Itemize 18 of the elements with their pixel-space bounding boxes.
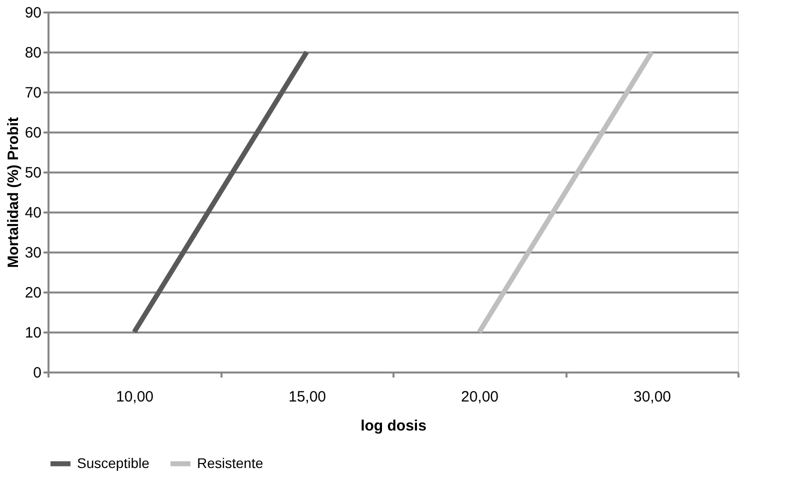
x-tick-label: 10,00 [116,388,154,406]
y-tick-label: 0 [33,364,42,382]
y-tick-label: 30 [24,244,42,262]
y-tick-label: 50 [24,164,42,182]
x-tick-label: 30,00 [633,388,672,406]
y-tick-label: 70 [24,84,42,102]
y-tick-label: 60 [24,124,42,142]
y-axis-title: Mortalidad (%) Probit [4,117,22,268]
y-tick-label: 20 [24,284,42,302]
y-tick-label: 40 [24,204,42,222]
x-axis-title: log dosis [360,418,426,434]
y-tick-label: 90 [24,4,42,22]
y-tick-label: 80 [24,44,42,62]
legend-label: Resistente [197,454,264,471]
x-tick-label: 15,00 [288,388,326,406]
y-tick-label: 10 [24,324,42,342]
x-tick-label: 20,00 [460,388,499,406]
legend-label: Susceptible [77,454,150,471]
